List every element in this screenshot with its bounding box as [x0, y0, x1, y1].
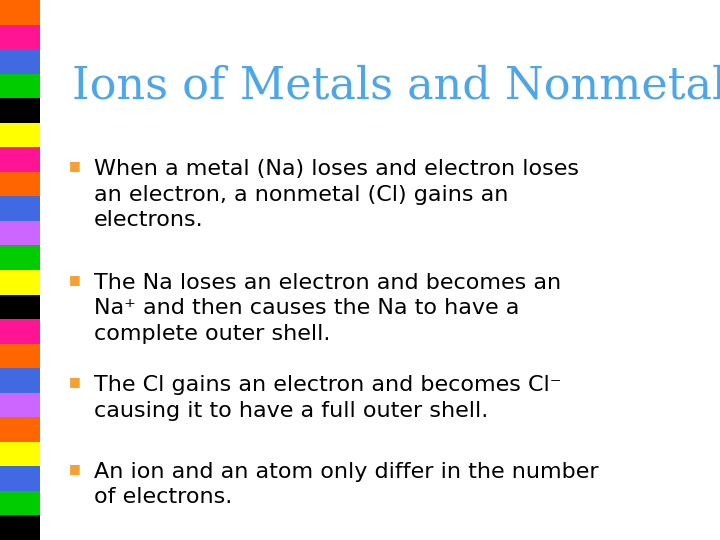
Bar: [0, 197, 40, 221]
Bar: [0, 24, 40, 49]
Text: ■: ■: [68, 159, 80, 172]
Bar: [0, 417, 40, 442]
Text: An ion and an atom only differ in the number
of electrons.: An ion and an atom only differ in the nu…: [94, 462, 598, 507]
Bar: [0, 0, 40, 24]
Bar: [0, 491, 40, 516]
Bar: [0, 221, 40, 246]
Bar: [0, 270, 40, 294]
Bar: [0, 343, 40, 368]
Text: The Na loses an electron and becomes an
Na⁺ and then causes the Na to have a
com: The Na loses an electron and becomes an …: [94, 273, 561, 344]
Bar: [0, 294, 40, 319]
Text: ■: ■: [68, 273, 80, 286]
Bar: [0, 516, 40, 540]
Bar: [0, 49, 40, 73]
Text: Ions of Metals and Nonmetals: Ions of Metals and Nonmetals: [72, 65, 720, 108]
Text: When a metal (Na) loses and electron loses
an electron, a nonmetal (Cl) gains an: When a metal (Na) loses and electron los…: [94, 159, 579, 231]
Bar: [0, 319, 40, 343]
Bar: [0, 393, 40, 417]
Text: ■: ■: [68, 375, 80, 388]
Bar: [0, 246, 40, 270]
Bar: [0, 368, 40, 393]
Bar: [0, 73, 40, 98]
Text: The Cl gains an electron and becomes Cl⁻
causing it to have a full outer shell.: The Cl gains an electron and becomes Cl⁻…: [94, 375, 561, 421]
Bar: [0, 467, 40, 491]
Bar: [0, 98, 40, 123]
Bar: [0, 147, 40, 172]
Bar: [0, 442, 40, 467]
Bar: [0, 172, 40, 197]
Text: ■: ■: [68, 462, 80, 475]
Bar: [0, 123, 40, 147]
